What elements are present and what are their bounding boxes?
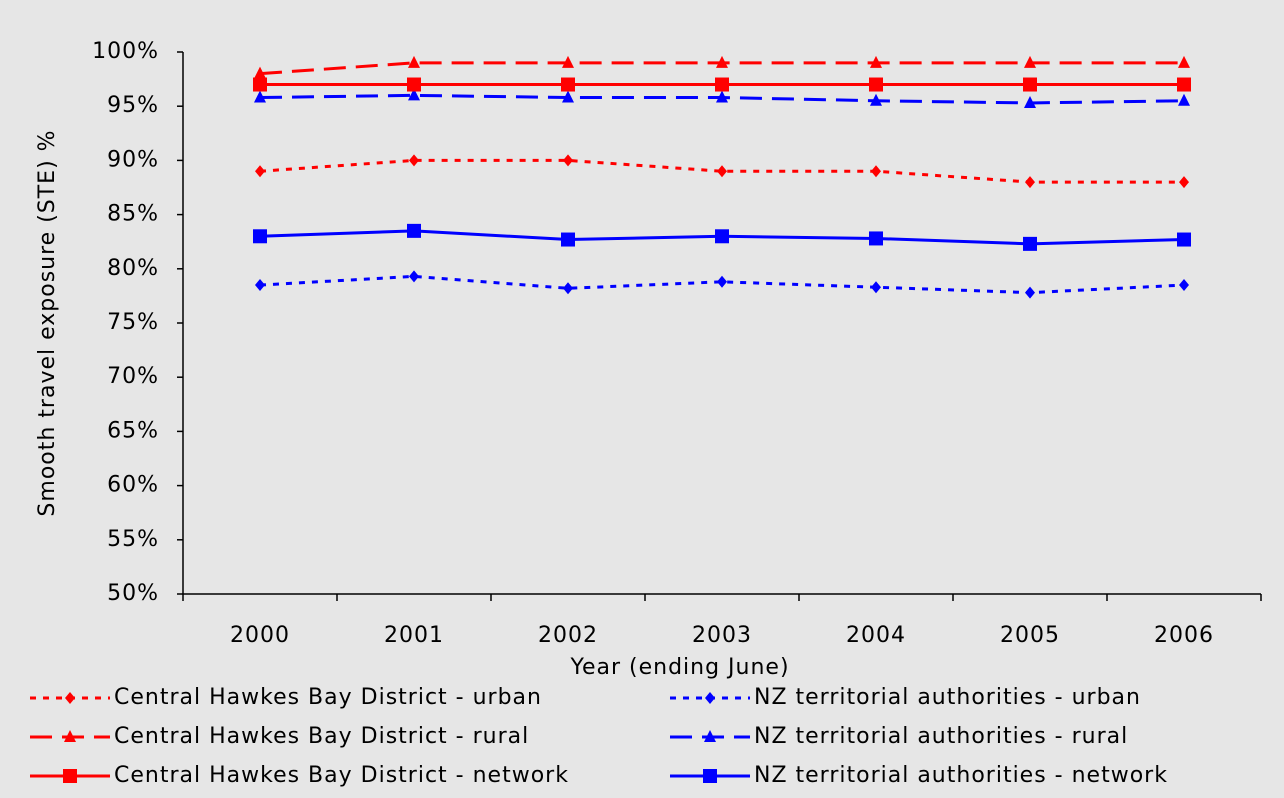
marker: [870, 93, 882, 106]
x-axis-label: Year (ending June): [569, 655, 789, 680]
marker: [1024, 55, 1036, 68]
marker: [407, 77, 421, 92]
marker: [869, 231, 883, 246]
y-tick-label: 85%: [107, 202, 159, 227]
marker: [1024, 95, 1036, 108]
x-tick-label: 2003: [692, 623, 752, 648]
legend-label: NZ territorial authorities - rural: [754, 724, 1128, 749]
marker: [715, 229, 729, 244]
marker: [1177, 77, 1191, 92]
marker: [870, 55, 882, 68]
marker: [254, 90, 266, 103]
marker: [254, 66, 266, 79]
marker: [703, 769, 717, 783]
marker: [717, 275, 727, 288]
x-tick-label: 2002: [538, 623, 598, 648]
y-tick-label: 95%: [107, 93, 159, 118]
marker: [716, 55, 728, 68]
marker: [409, 154, 419, 167]
marker: [563, 282, 573, 295]
marker: [1023, 77, 1037, 92]
y-tick-label: 90%: [107, 147, 159, 172]
y-tick-label: 75%: [107, 310, 159, 335]
marker: [1179, 176, 1189, 189]
x-tick-label: 2006: [1154, 623, 1214, 648]
marker: [255, 165, 265, 178]
legend-label: NZ territorial authorities - network: [754, 763, 1168, 788]
marker: [1178, 93, 1190, 106]
marker: [65, 692, 75, 704]
marker: [1025, 286, 1035, 299]
marker: [561, 232, 575, 247]
marker: [705, 692, 715, 704]
x-tick-label: 2005: [1000, 623, 1060, 648]
marker: [408, 88, 420, 101]
marker: [255, 279, 265, 292]
y-tick-label: 60%: [107, 473, 159, 498]
marker: [63, 769, 77, 783]
marker: [253, 229, 267, 244]
y-tick-label: 80%: [107, 256, 159, 281]
marker: [869, 77, 883, 92]
marker: [408, 55, 420, 68]
y-tick-label: 65%: [107, 418, 159, 443]
marker: [715, 77, 729, 92]
x-tick-label: 2000: [230, 623, 290, 648]
x-tick-label: 2004: [846, 623, 906, 648]
marker: [871, 165, 881, 178]
marker: [717, 165, 727, 178]
marker: [407, 223, 421, 238]
y-tick-label: 50%: [107, 581, 159, 606]
marker: [64, 730, 76, 742]
legend-label: NZ territorial authorities - urban: [754, 685, 1141, 710]
marker: [1177, 232, 1191, 247]
marker: [562, 90, 574, 103]
legend-label: Central Hawkes Bay District - network: [114, 763, 569, 788]
legend-label: Central Hawkes Bay District - urban: [114, 685, 542, 710]
y-tick-label: 55%: [107, 527, 159, 552]
x-tick-label: 2001: [384, 623, 444, 648]
marker: [1178, 55, 1190, 68]
y-axis-label: Smooth travel exposure (STE) %: [35, 129, 60, 516]
marker: [562, 55, 574, 68]
marker: [563, 154, 573, 167]
marker: [871, 281, 881, 294]
marker: [716, 90, 728, 103]
marker: [704, 730, 716, 742]
y-tick-label: 100%: [92, 39, 159, 64]
marker: [1025, 176, 1035, 189]
y-tick-label: 70%: [107, 364, 159, 389]
marker: [1023, 236, 1037, 251]
marker: [1179, 279, 1189, 292]
marker: [409, 270, 419, 283]
marker: [253, 77, 267, 92]
marker: [561, 77, 575, 92]
legend-label: Central Hawkes Bay District - rural: [114, 724, 529, 749]
